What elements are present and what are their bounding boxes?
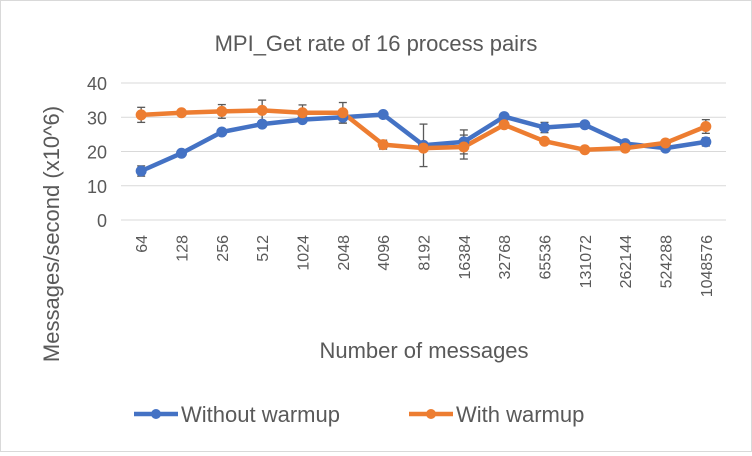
x-tick-label: 1024	[296, 235, 313, 271]
x-axis-label: Number of messages	[319, 338, 528, 363]
y-axis-label: Messages/second (x10^6)	[39, 106, 64, 362]
data-point	[660, 137, 671, 149]
x-tick-label: 32768	[497, 235, 514, 280]
legend-marker	[426, 409, 436, 419]
legend-label: With warmup	[456, 402, 584, 427]
y-tick-labels: 0 10 20 30 40	[87, 74, 107, 231]
y-tick-label: 0	[97, 211, 107, 231]
x-tick-label: 2048	[336, 235, 353, 271]
data-point	[176, 147, 187, 159]
y-tick-label: 30	[87, 108, 107, 128]
data-point	[418, 142, 429, 154]
x-tick-label: 65536	[538, 235, 555, 280]
x-tick-label: 262144	[618, 235, 635, 288]
data-point	[216, 105, 228, 117]
data-point	[176, 107, 187, 119]
x-tick-label: 64	[134, 235, 151, 253]
data-point	[458, 141, 470, 153]
data-point	[135, 109, 147, 121]
x-tick-label: 128	[175, 235, 192, 262]
y-tick-label: 10	[87, 177, 107, 197]
data-point	[256, 118, 268, 130]
data-point	[135, 165, 147, 177]
x-tick-label: 131072	[578, 235, 595, 288]
data-point	[498, 119, 510, 131]
data-point	[539, 122, 550, 134]
data-point	[619, 142, 631, 154]
chart-title: MPI_Get rate of 16 process pairs	[215, 31, 538, 56]
y-tick-label: 20	[87, 143, 107, 163]
x-tick-label: 1048576	[699, 235, 716, 297]
data-point	[539, 135, 550, 147]
legend-item: With warmup	[409, 402, 584, 427]
data-point	[216, 126, 228, 138]
data-point	[579, 119, 591, 131]
data-point	[579, 144, 591, 156]
x-tick-label: 256	[215, 235, 232, 262]
data-point	[337, 107, 349, 119]
y-tick-label: 40	[87, 74, 107, 94]
data-point	[700, 120, 712, 132]
data-point	[256, 104, 268, 116]
x-tick-label: 8192	[417, 235, 434, 271]
data-point	[297, 107, 308, 119]
x-tick-labels: 64 128 256 512 1024 2048 4096 8192 16384 32768 655…	[134, 235, 716, 297]
data-point	[700, 136, 712, 148]
data-point	[377, 109, 389, 121]
legend-marker	[151, 409, 161, 419]
legend: Without warmup With warmup	[134, 402, 584, 427]
legend-label: Without warmup	[181, 402, 340, 427]
x-tick-label: 524288	[659, 235, 676, 288]
series-points	[135, 104, 712, 177]
x-tick-label: 512	[255, 235, 272, 262]
x-tick-label: 16384	[457, 235, 474, 280]
legend-item: Without warmup	[134, 402, 340, 427]
data-point	[377, 139, 389, 151]
x-tick-label: 4096	[376, 235, 393, 271]
